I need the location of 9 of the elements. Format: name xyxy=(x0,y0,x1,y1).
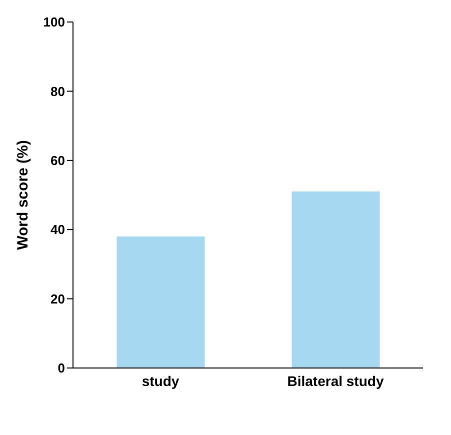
y-tick-label: 100 xyxy=(43,14,65,30)
x-tick-label: study xyxy=(142,372,180,389)
y-axis-title: Word score (%) xyxy=(14,140,32,250)
y-tick-label: 60 xyxy=(50,153,65,168)
y-tick-label: 0 xyxy=(58,360,65,376)
y-tick-label: 80 xyxy=(50,84,65,99)
y-tick-label: 20 xyxy=(50,291,65,306)
x-tick-label: Bilateral study xyxy=(287,372,384,389)
y-tick-label: 40 xyxy=(50,222,65,238)
